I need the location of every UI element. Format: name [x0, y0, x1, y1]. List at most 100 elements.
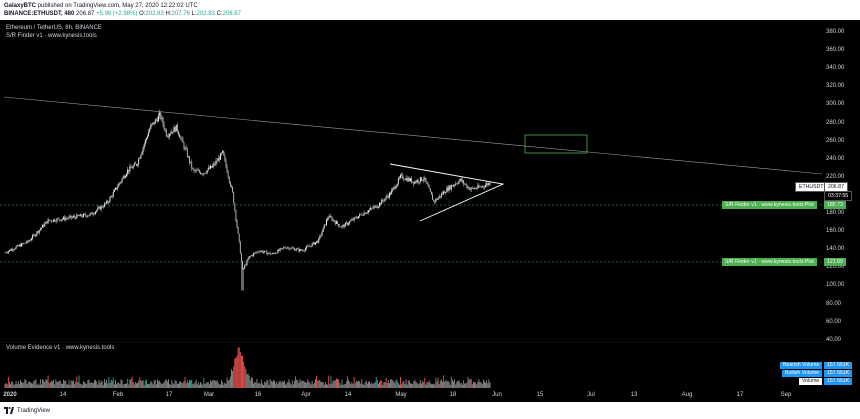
volume-bar — [265, 382, 267, 388]
volume-bar — [148, 383, 150, 388]
candle — [369, 209, 371, 211]
volume-bar — [133, 384, 135, 388]
candle — [70, 215, 72, 218]
candle — [280, 248, 282, 249]
volume-bar — [459, 383, 461, 388]
candle — [263, 251, 264, 253]
author-name[interactable]: GalaxyBTC — [4, 3, 37, 9]
candle — [15, 246, 17, 249]
candle — [316, 241, 317, 243]
volume-bar — [401, 384, 403, 388]
volume-bar — [376, 380, 378, 388]
volume-bar — [129, 379, 131, 388]
candle — [348, 223, 350, 225]
candle — [189, 156, 190, 163]
candle — [380, 203, 382, 205]
price-tick: 160.00 — [826, 228, 845, 235]
candle — [408, 178, 410, 182]
price-chart[interactable] — [0, 20, 822, 340]
candle — [210, 165, 211, 169]
candle — [73, 216, 74, 218]
volume-bar — [375, 377, 377, 388]
volume-bar — [342, 384, 344, 388]
bullish-volume-value: 157.551K — [824, 370, 853, 377]
volume-bar — [231, 369, 232, 388]
volume-bar — [377, 383, 379, 388]
volume-bar — [102, 384, 104, 388]
candle — [319, 235, 321, 239]
candle — [138, 158, 140, 165]
tradingview-logo[interactable]: TradingView — [4, 407, 50, 414]
volume-bar — [229, 376, 231, 388]
volume-bar — [100, 380, 102, 388]
candle — [418, 181, 420, 183]
triangle-pattern — [389, 163, 505, 222]
candle — [172, 131, 174, 133]
volume-bar — [271, 381, 273, 388]
volume-bar — [396, 380, 398, 388]
candle — [57, 218, 59, 220]
volume-bar — [45, 379, 47, 388]
volume-bar — [254, 382, 256, 388]
candle — [136, 164, 137, 166]
candle — [75, 217, 77, 219]
candle — [310, 245, 312, 247]
candle — [112, 191, 114, 197]
candle — [351, 219, 353, 221]
candle — [486, 183, 488, 186]
candle — [291, 247, 293, 249]
volume-bar — [422, 380, 424, 388]
volume-bar — [97, 384, 99, 388]
candle — [373, 206, 375, 209]
candle — [148, 132, 150, 137]
candle — [396, 183, 398, 187]
volume-bar — [303, 381, 305, 388]
volume-bar — [162, 383, 164, 388]
volume-bar — [373, 383, 375, 388]
candle — [468, 186, 470, 190]
candle — [377, 206, 379, 208]
candle — [356, 218, 358, 219]
volume-bar — [368, 381, 369, 388]
candle — [428, 186, 430, 189]
candle — [88, 215, 90, 216]
candle — [204, 173, 206, 174]
volume-bar — [268, 384, 270, 388]
candle — [100, 206, 102, 210]
candle — [297, 248, 299, 250]
candle — [334, 221, 336, 224]
volume-bar — [313, 382, 315, 388]
volume-bar — [183, 380, 185, 388]
candle — [358, 216, 359, 219]
volume-bar — [196, 384, 198, 388]
volume-pane[interactable] — [0, 342, 822, 390]
volume-bar — [217, 382, 219, 388]
volume-bar — [150, 381, 152, 388]
volume-bar — [290, 384, 292, 388]
volume-bar — [55, 379, 57, 388]
volume-bar — [27, 382, 29, 388]
volume-bar — [321, 381, 323, 388]
candle — [44, 223, 46, 227]
price-tick: 40.00 — [826, 336, 842, 343]
candle — [313, 242, 315, 245]
time-axis[interactable] — [0, 390, 822, 402]
volume-bar — [145, 379, 147, 388]
candle — [152, 122, 154, 124]
candle — [13, 249, 15, 251]
volume-bar — [119, 384, 121, 388]
candle — [234, 203, 236, 211]
candle — [87, 215, 89, 217]
volume-bar — [331, 383, 333, 388]
volume-bar — [33, 381, 35, 388]
volume-bar — [124, 383, 126, 388]
volume-bar — [359, 381, 361, 388]
volume-bar — [103, 379, 105, 388]
candle — [295, 249, 297, 251]
candle — [402, 174, 404, 179]
volume-bar — [250, 377, 252, 388]
candle — [42, 224, 44, 228]
candle — [134, 163, 136, 165]
volume-bar — [417, 384, 419, 388]
volume-bar — [470, 379, 472, 388]
